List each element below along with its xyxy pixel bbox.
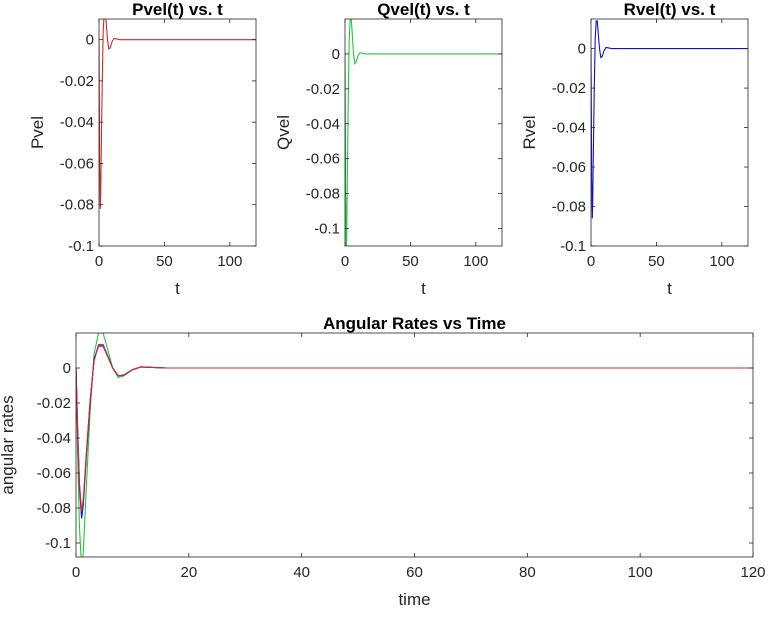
y-tick-label: -0.06 (552, 159, 586, 176)
plot-area (99, 19, 256, 246)
series-line-1 (345, 19, 502, 246)
y-tick-label: -0.06 (306, 151, 340, 168)
x-axis-label: t (667, 279, 672, 298)
y-tick-label: -0.08 (37, 500, 71, 517)
chart-pvel: 0 50 100 -0.1 -0.08 -0.06 -0.04 -0.02 0 Pvel(t) v… (28, 0, 257, 298)
x-tick-label: 40 (293, 564, 310, 581)
y-tick-label: -0.06 (60, 155, 94, 172)
axes-box (98, 18, 257, 247)
y-tick-label: -0.04 (306, 116, 340, 133)
x-tick-label: 80 (519, 564, 536, 581)
chart-qvel: 0 50 100 -0.1 -0.08 -0.06 -0.04 -0.02 0 Qvel(t) v… (274, 0, 503, 298)
y-tick-label: -0.02 (306, 81, 340, 98)
x-tick-label: 50 (648, 253, 665, 270)
plot-area (76, 333, 753, 557)
y-tick-label: -0.02 (60, 73, 94, 90)
x-tick-label: 100 (709, 253, 734, 270)
chart-title: Qvel(t) vs. t (377, 0, 470, 19)
y-tick-label: 0 (578, 41, 586, 58)
x-tick-label: 100 (463, 253, 488, 270)
x-axis-label: t (421, 279, 426, 298)
y-tick-label: -0.04 (552, 120, 586, 137)
y-axis-label: angular rates (0, 395, 17, 494)
chart-angular-rates: 0 20 40 60 80 100 120 -0.1 -0.08 -0.06 -0.04 -0.02 0… (0, 314, 766, 609)
x-axis-label: t (175, 279, 180, 298)
series-line-4 (76, 344, 753, 512)
y-tick-label: -0.1 (45, 535, 71, 552)
axes-box (590, 18, 749, 247)
y-axis-label: Pvel (28, 116, 47, 149)
x-tick-label: 100 (217, 253, 242, 270)
plot-area (591, 19, 748, 246)
y-tick-label: 0 (63, 360, 71, 377)
chart-title: Pvel(t) vs. t (132, 0, 223, 19)
y-tick-label: -0.1 (68, 238, 94, 255)
series-line-1 (591, 20, 748, 219)
y-tick-label: -0.08 (60, 197, 94, 214)
y-tick-label: -0.06 (37, 465, 71, 482)
x-tick-label: 50 (402, 253, 419, 270)
x-tick-label: 60 (406, 564, 423, 581)
x-axis-label: time (398, 590, 430, 609)
x-tick-label: 0 (587, 253, 595, 270)
y-tick-label: -0.08 (552, 199, 586, 216)
series-line-1 (99, 19, 256, 209)
y-tick-label: -0.04 (60, 114, 94, 131)
x-tick-label: 20 (180, 564, 197, 581)
x-tick-label: 0 (341, 253, 349, 270)
x-tick-label: 120 (740, 564, 765, 581)
y-tick-label: -0.1 (560, 238, 586, 255)
axes-box (344, 18, 503, 247)
chart-rvel: 0 50 100 -0.1 -0.08 -0.06 -0.04 -0.02 0 Rvel(t) v… (520, 0, 749, 298)
plot-area (345, 19, 502, 246)
y-tick-label: -0.02 (37, 395, 71, 412)
y-tick-label: -0.1 (314, 221, 340, 238)
x-tick-label: 50 (156, 253, 173, 270)
y-tick-label: -0.04 (37, 430, 71, 447)
y-axis-label: Rvel (520, 115, 539, 149)
y-tick-label: 0 (86, 32, 94, 49)
y-tick-label: -0.08 (306, 186, 340, 203)
x-tick-label: 100 (628, 564, 653, 581)
x-tick-label: 0 (72, 564, 80, 581)
chart-title: Rvel(t) vs. t (624, 0, 716, 19)
chart-title: Angular Rates vs Time (323, 314, 506, 333)
y-axis-label: Qvel (274, 115, 293, 150)
x-tick-label: 0 (95, 253, 103, 270)
y-tick-label: -0.02 (552, 80, 586, 97)
y-tick-label: 0 (332, 46, 340, 63)
